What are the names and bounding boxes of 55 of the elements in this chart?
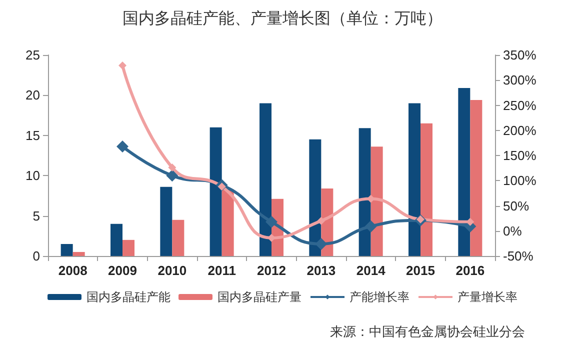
- point: [116, 140, 128, 152]
- bar: [72, 252, 85, 256]
- legend-label: 国内多晶硅产量: [218, 290, 302, 304]
- x-tick-label: 2016: [456, 263, 485, 278]
- y2-tick-label: 100%: [503, 173, 537, 188]
- y-tick-label: 15: [26, 128, 40, 143]
- point: [317, 216, 326, 225]
- point: [266, 216, 278, 228]
- point: [466, 218, 474, 226]
- x-tick-label: 2010: [158, 263, 187, 278]
- bar: [358, 128, 371, 256]
- bar: [408, 103, 420, 256]
- x-tick-label: 2013: [306, 263, 336, 278]
- y2-tick-label: 300%: [503, 72, 537, 88]
- x-tick-label: 2009: [108, 263, 137, 278]
- bar: [172, 220, 184, 256]
- x-tick-label: 2015: [406, 263, 435, 278]
- y2-tick-label: 50%: [503, 198, 530, 214]
- y2-tick-label: 200%: [503, 122, 537, 138]
- bar: [458, 88, 470, 256]
- y2-tick-label: -50%: [503, 248, 534, 264]
- y-tick-label: 0: [32, 248, 40, 264]
- bar: [122, 240, 134, 256]
- chart-title: 国内多晶硅产能、产量增长图（单位：万吨）: [122, 10, 442, 28]
- point: [168, 164, 176, 172]
- x-tick-label: 2011: [208, 263, 236, 278]
- bar: [110, 224, 122, 256]
- y-tick-label: 5: [32, 208, 40, 224]
- y2-tick-label: 0%: [503, 223, 522, 238]
- point: [118, 62, 126, 70]
- source-note: 来源：中国有色金属协会硅业分会: [330, 324, 525, 339]
- bar: [222, 189, 234, 256]
- x-tick-label: 2014: [356, 263, 386, 278]
- y2-tick-label: 250%: [503, 98, 537, 113]
- y-tick-label: 25: [26, 48, 40, 62]
- bar: [370, 146, 383, 256]
- bar: [309, 139, 322, 256]
- bar: [210, 127, 222, 256]
- point: [166, 170, 178, 182]
- bar: [260, 103, 272, 256]
- bar: [160, 186, 172, 256]
- legend-label: 产能增长率: [350, 290, 410, 304]
- point: [315, 238, 328, 250]
- y-tick-label: 20: [26, 88, 40, 103]
- point: [364, 220, 377, 232]
- x-tick-label: 2008: [58, 263, 88, 278]
- x-tick-label: 2012: [257, 263, 286, 278]
- legend-label: 国内多晶硅产能: [86, 290, 170, 304]
- bar: [60, 244, 73, 256]
- legend-label: 产量增长率: [458, 290, 518, 304]
- y-tick-label: 10: [26, 168, 40, 184]
- y2-tick-label: 350%: [503, 48, 537, 62]
- bar: [470, 100, 482, 256]
- bar: [420, 123, 432, 256]
- y2-tick-label: 150%: [503, 148, 537, 163]
